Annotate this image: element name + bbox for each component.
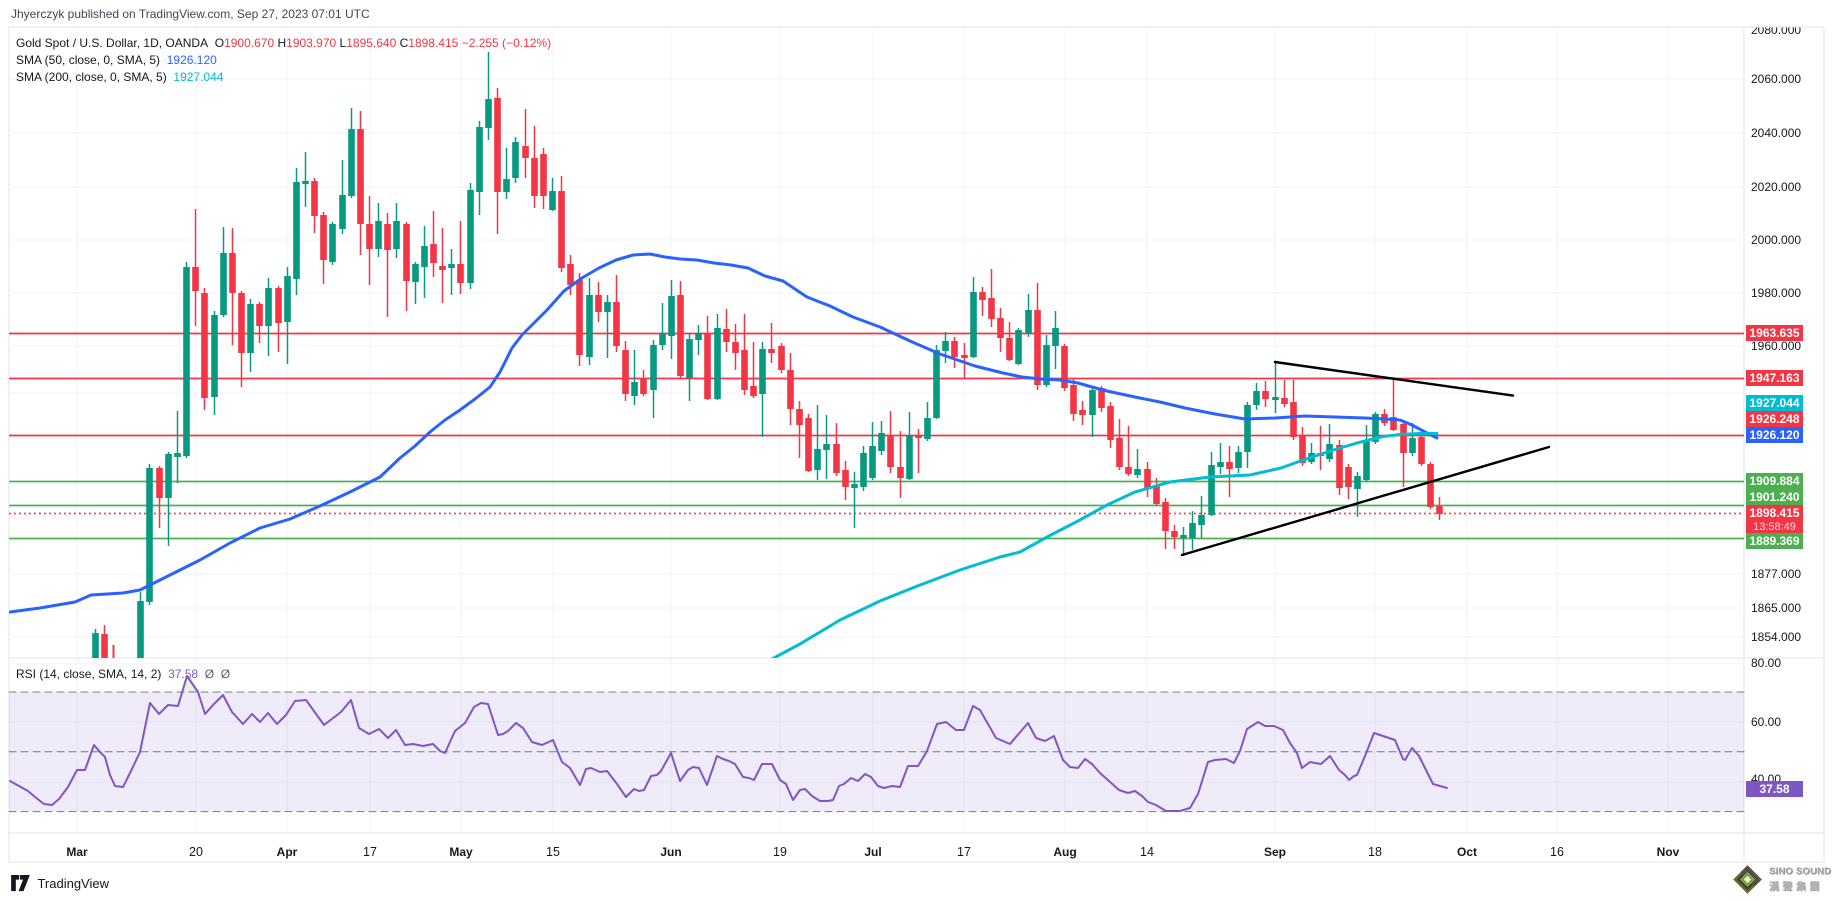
svg-text:2040.000: 2040.000 — [1751, 126, 1801, 140]
svg-text:Oct: Oct — [1457, 845, 1477, 859]
svg-text:1889.369: 1889.369 — [1749, 534, 1799, 548]
svg-text:Nov: Nov — [1657, 845, 1680, 859]
svg-text:1854.000: 1854.000 — [1751, 630, 1801, 644]
svg-text:May: May — [449, 845, 473, 859]
svg-text:Jun: Jun — [660, 845, 681, 859]
svg-text:Mar: Mar — [66, 845, 88, 859]
svg-text:14: 14 — [1140, 845, 1154, 859]
svg-text:1927.044: 1927.044 — [1749, 396, 1799, 410]
svg-text:Sep: Sep — [1264, 845, 1286, 859]
svg-text:1865.000: 1865.000 — [1751, 601, 1801, 615]
svg-text:2080.000: 2080.000 — [1751, 23, 1801, 37]
svg-text:2060.000: 2060.000 — [1751, 72, 1801, 86]
svg-text:1963.635: 1963.635 — [1749, 326, 1799, 340]
svg-text:Jul: Jul — [864, 845, 881, 859]
svg-text:37.58: 37.58 — [1759, 782, 1789, 796]
svg-text:1909.884: 1909.884 — [1749, 474, 1799, 488]
svg-text:80.00: 80.00 — [1751, 656, 1781, 670]
svg-text:60.00: 60.00 — [1751, 715, 1781, 729]
svg-text:13:58:49: 13:58:49 — [1753, 521, 1796, 533]
svg-text:1926.248: 1926.248 — [1749, 412, 1799, 426]
svg-text:1877.000: 1877.000 — [1751, 567, 1801, 581]
svg-text:Aug: Aug — [1053, 845, 1076, 859]
svg-text:1947.163: 1947.163 — [1749, 371, 1799, 385]
svg-text:1980.000: 1980.000 — [1751, 286, 1801, 300]
svg-text:20: 20 — [189, 845, 203, 859]
svg-text:18: 18 — [1368, 845, 1382, 859]
svg-text:1901.240: 1901.240 — [1749, 490, 1799, 504]
svg-text:Apr: Apr — [277, 845, 298, 859]
svg-text:1898.415: 1898.415 — [1749, 506, 1799, 520]
svg-text:17: 17 — [363, 845, 377, 859]
svg-text:17: 17 — [957, 845, 971, 859]
svg-text:2000.000: 2000.000 — [1751, 233, 1801, 247]
svg-text:19: 19 — [773, 845, 787, 859]
svg-text:16: 16 — [1550, 845, 1564, 859]
svg-text:15: 15 — [546, 845, 560, 859]
svg-text:1926.120: 1926.120 — [1749, 428, 1799, 442]
svg-text:2020.000: 2020.000 — [1751, 180, 1801, 194]
svg-text:1960.000: 1960.000 — [1751, 339, 1801, 353]
